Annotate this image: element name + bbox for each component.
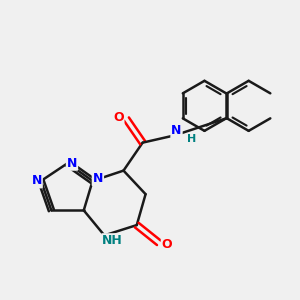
Text: N: N bbox=[93, 172, 103, 185]
Text: H: H bbox=[187, 134, 196, 144]
Text: N: N bbox=[171, 124, 182, 137]
Text: N: N bbox=[67, 157, 77, 170]
Text: NH: NH bbox=[102, 234, 123, 247]
Text: O: O bbox=[162, 238, 172, 251]
Text: N: N bbox=[32, 174, 42, 188]
Text: O: O bbox=[113, 111, 124, 124]
